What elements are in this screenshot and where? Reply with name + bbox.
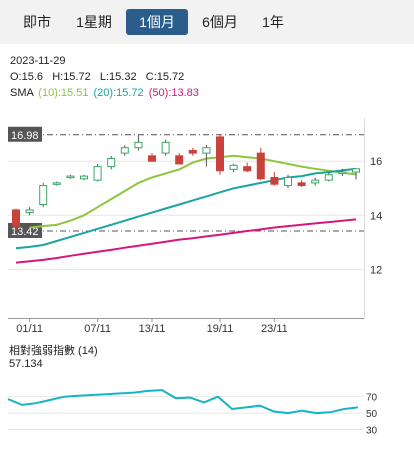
candle (134, 134, 143, 151)
tab-realtime[interactable]: 即市 (23, 14, 51, 30)
candle-body-up (202, 147, 211, 154)
candle-body-up (120, 147, 129, 154)
candle-body-up (134, 141, 143, 149)
candle (297, 180, 306, 187)
candle-body-up (39, 185, 48, 205)
candle (352, 168, 360, 180)
candle-body-up (25, 209, 34, 214)
candle (270, 172, 279, 186)
sma-10-value: (10):15.51 (38, 87, 89, 99)
candle (311, 177, 320, 186)
candle-body-down (188, 149, 197, 154)
candle (161, 139, 170, 156)
candle-body-up (284, 176, 292, 187)
tab-1-year[interactable]: 1年 (262, 14, 284, 30)
price-x-tick-label: 01/11 (16, 323, 43, 335)
candle-body-down (256, 152, 265, 180)
candle-body-up (229, 164, 238, 170)
price-y-tick-label: 14 (370, 210, 382, 222)
candle (12, 208, 20, 231)
candle-body-up (161, 141, 170, 154)
price-x-tick-label: 07/11 (84, 323, 111, 335)
rsi-title: 相對強弱指數 (14) (9, 343, 98, 357)
tab-1-week[interactable]: 1星期 (76, 14, 112, 30)
candle-body-up (80, 175, 88, 180)
high-marker-label: 16.98 (11, 130, 39, 142)
candle-body-down (148, 155, 156, 162)
sma-label: SMA (10, 87, 34, 99)
candle-body-down (175, 155, 184, 165)
rsi-y-tick-label: 70 (366, 393, 378, 404)
sma-readout: SMA (10):15.51 (20):15.72 (50):13.83 (10, 87, 199, 99)
price-x-tick-label: 23/11 (261, 323, 288, 335)
candle (202, 145, 211, 167)
candle (338, 168, 347, 177)
candle-body-up (93, 166, 102, 181)
candle (52, 181, 61, 186)
low-marker-label: 13.42 (11, 226, 39, 238)
candle-body-up (311, 179, 320, 184)
candle (229, 163, 238, 173)
candle (107, 155, 116, 170)
ohlc-readout: O:15.6 H:15.72 L:15.32 C:15.72 (10, 71, 185, 83)
candle-body-up (338, 171, 347, 175)
candle-body-up (107, 158, 116, 168)
tab-6-months[interactable]: 6個月 (202, 14, 238, 30)
candle-body-up (352, 168, 360, 173)
rsi-y-tick-label: 30 (366, 426, 378, 437)
candle (188, 147, 197, 156)
rsi-value: 57.134 (9, 358, 43, 370)
candle-body-down (297, 182, 306, 187)
sma-20-value: (20):15.72 (93, 87, 144, 99)
candle-body-up (66, 175, 75, 179)
candle-body-down (12, 209, 20, 227)
price-x-tick-label: 13/11 (139, 323, 166, 335)
period-tabs: 即市 1星期 1個月 6個月 1年 (0, 0, 414, 44)
candle (25, 207, 34, 216)
sma-line-50 (15, 218, 357, 264)
sma-50-value: (50):13.83 (148, 87, 199, 99)
candle (120, 145, 129, 156)
candle (80, 174, 88, 181)
candle (284, 174, 292, 189)
candle (175, 153, 184, 165)
candle (243, 162, 252, 173)
candle-body-down (216, 136, 224, 172)
candle (66, 174, 75, 179)
price-y-tick-label: 12 (370, 264, 382, 276)
rsi-line (7, 389, 359, 415)
candle-body-down (243, 166, 252, 172)
price-x-tick-label: 19/11 (207, 323, 234, 335)
candle-body-up (324, 174, 333, 181)
candle (39, 182, 48, 208)
candle (148, 153, 156, 162)
tab-1-month[interactable]: 1個月 (126, 9, 188, 35)
date-label: 2023-11-29 (10, 55, 66, 67)
candle (324, 172, 333, 182)
candle-body-down (270, 176, 279, 185)
high-marker-box (8, 126, 42, 142)
candle (93, 163, 102, 182)
candle (256, 147, 265, 181)
price-y-tick-label: 16 (370, 156, 382, 168)
candle-body-up (52, 182, 61, 185)
sma-line-10 (29, 154, 357, 229)
rsi-y-tick-label: 50 (366, 409, 378, 420)
sma-line-20 (15, 167, 357, 250)
price-plot-area (8, 118, 364, 318)
candle (216, 134, 224, 175)
